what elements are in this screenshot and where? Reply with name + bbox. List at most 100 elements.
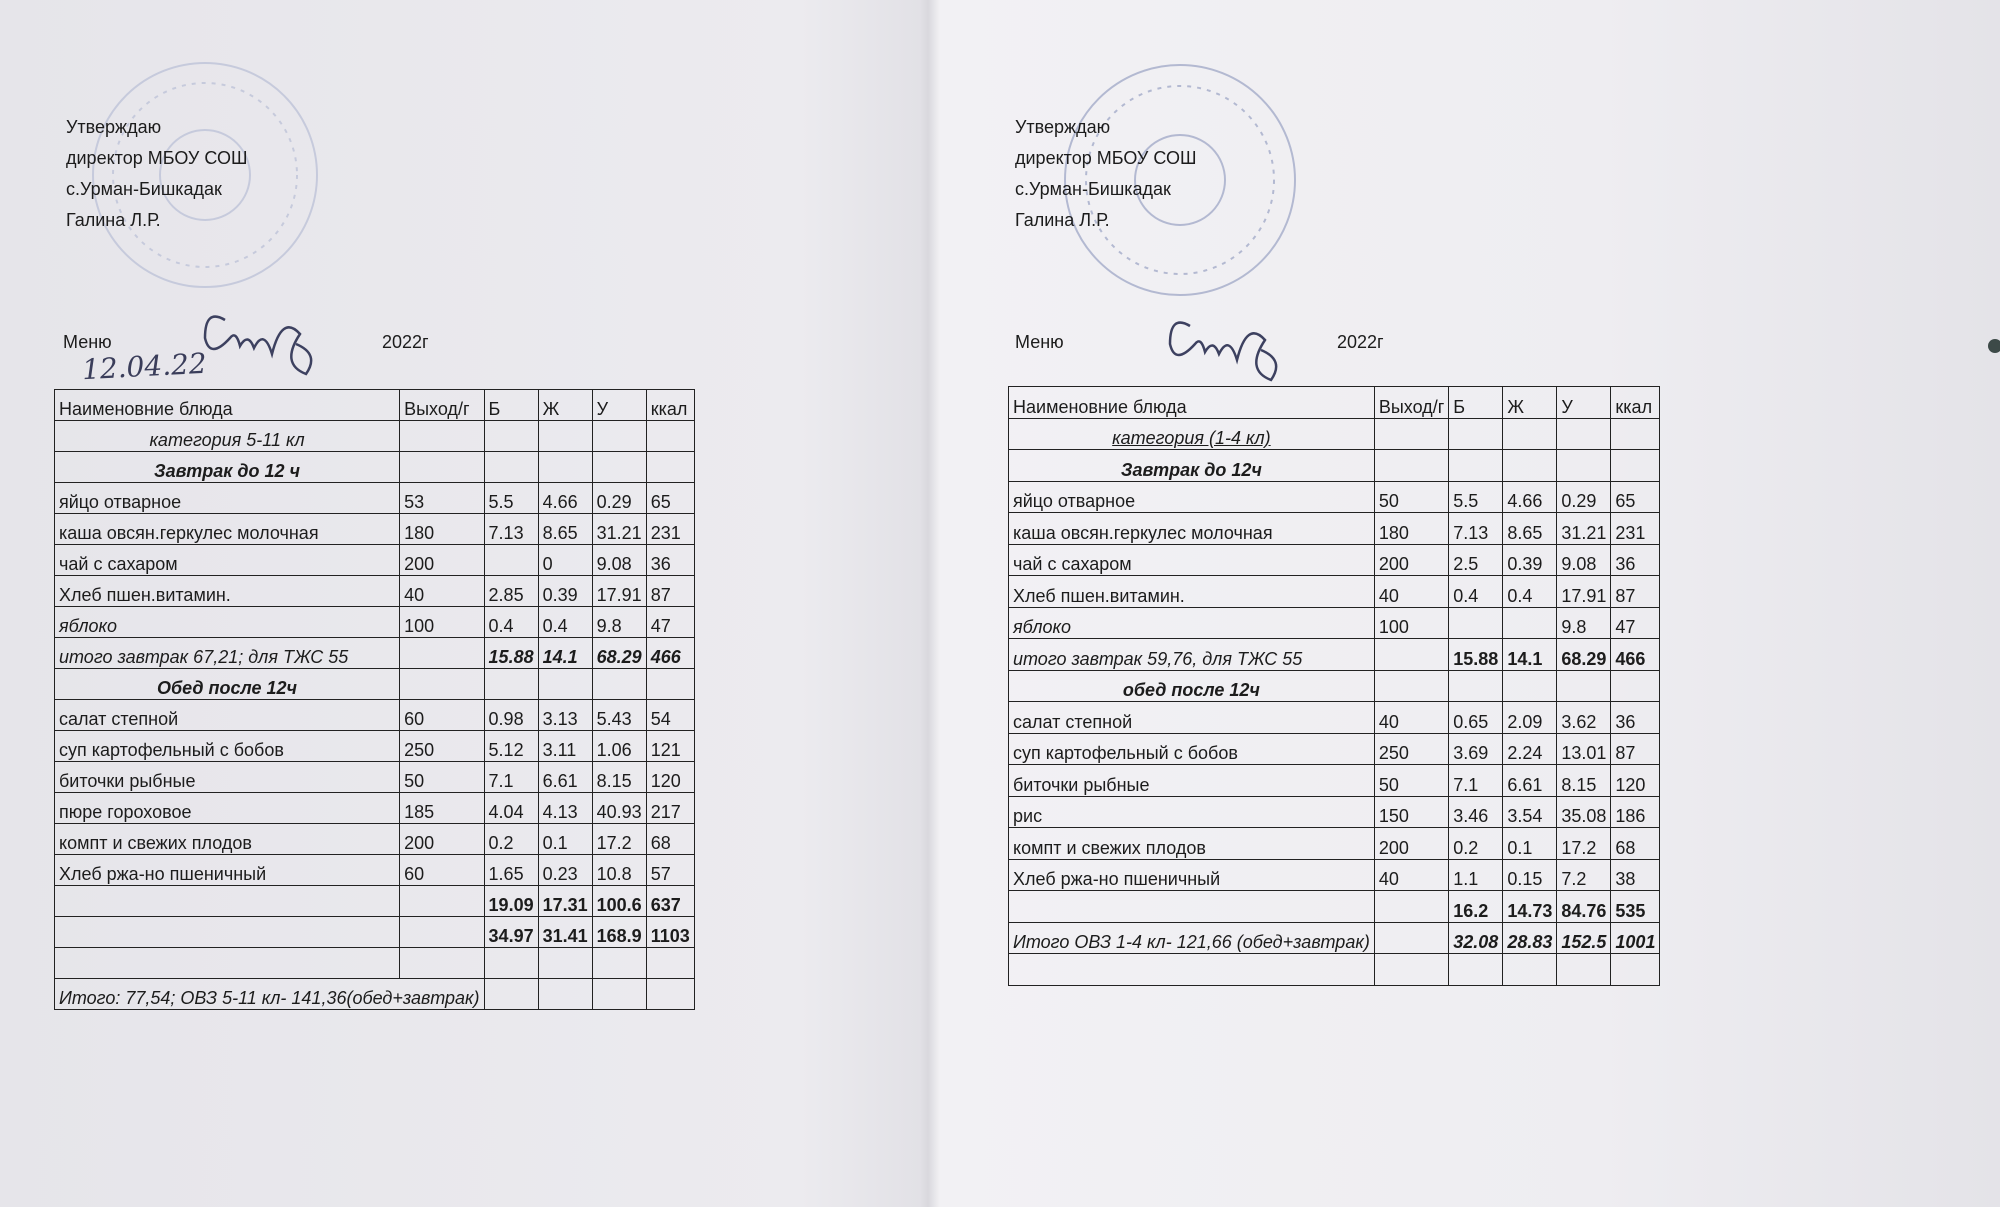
value-cell: 7.1 — [1448, 764, 1504, 797]
value-cell: 0.15 — [1502, 858, 1558, 891]
dish-cell: рис — [1008, 795, 1375, 828]
dish-cell: Итого: 77,54; ОВЗ 5-11 кл- 141,36(обед+з… — [54, 978, 485, 1010]
value-cell — [1610, 417, 1661, 450]
header-cell: Ж — [1502, 386, 1558, 419]
table-row: категория (1-4 кл) — [1008, 417, 1661, 450]
value-cell: 200 — [1373, 543, 1450, 576]
value-cell — [1373, 449, 1450, 482]
value-cell — [1448, 417, 1504, 450]
value-cell — [645, 451, 695, 483]
value-cell — [591, 668, 647, 700]
approval-line: Утверждаю — [1015, 117, 1111, 137]
table-row: каша овсян.геркулес молочная 180 7.13 8.65 3… — [1008, 512, 1661, 545]
dish-cell: яблоко — [53, 606, 401, 638]
value-cell: 200 — [399, 823, 485, 855]
value-cell: 180 — [1373, 512, 1450, 545]
value-cell: 180 — [399, 513, 485, 545]
value-cell: 5.12 — [483, 730, 539, 762]
value-cell: 1.06 — [591, 730, 647, 762]
value-cell: 68.29 — [1556, 638, 1612, 671]
value-cell — [1502, 417, 1558, 450]
value-cell — [537, 420, 593, 452]
value-cell: 8.15 — [591, 761, 647, 793]
value-cell — [1373, 953, 1450, 986]
value-cell — [1502, 953, 1558, 986]
value-cell: 60 — [399, 699, 485, 731]
approval: Утверждаю директор МБОУ СОШ с.Урман-Бишкад… — [1015, 112, 1196, 236]
value-cell: 0.1 — [537, 823, 593, 855]
value-cell: 50 — [399, 761, 485, 793]
value-cell: 1.65 — [483, 854, 539, 886]
table-row: итого завтрак 67,21; для ТЖС 55 15.88 14.1… — [53, 637, 695, 669]
value-cell — [1610, 669, 1661, 702]
dish-cell: яйцо отварное — [1008, 480, 1375, 513]
value-cell: 17.91 — [1556, 575, 1612, 608]
value-cell: 0.4 — [483, 606, 539, 638]
value-cell — [483, 420, 539, 452]
value-cell: 47 — [645, 606, 695, 638]
value-cell: 8.15 — [1556, 764, 1612, 797]
dish-cell: компт и свежих плодов — [1008, 827, 1375, 860]
menu-label: Меню — [1015, 332, 1064, 352]
value-cell: 150 — [1373, 795, 1450, 828]
value-cell — [483, 668, 539, 700]
value-cell — [1502, 669, 1558, 702]
value-cell — [1373, 417, 1450, 450]
value-cell: 0.2 — [483, 823, 539, 855]
value-cell: 40 — [1373, 701, 1450, 734]
value-cell: 31.41 — [537, 916, 593, 948]
value-cell — [645, 420, 695, 452]
value-cell: 17.2 — [1556, 827, 1612, 860]
value-cell — [591, 420, 647, 452]
value-cell: 17.31 — [537, 885, 593, 917]
value-cell: 4.66 — [537, 482, 593, 514]
value-cell — [645, 947, 695, 979]
dish-cell: Хлеб пшен.витамин. — [53, 575, 401, 607]
value-cell — [1373, 638, 1450, 671]
value-cell: 3.46 — [1448, 795, 1504, 828]
dish-cell: биточки рыбные — [1008, 764, 1375, 797]
value-cell: 637 — [645, 885, 695, 917]
table-row: пюре гороховое 185 4.04 4.13 40.93 217 — [53, 792, 695, 824]
value-cell: 217 — [645, 792, 695, 824]
value-cell — [1556, 417, 1612, 450]
value-cell: 1.1 — [1448, 858, 1504, 891]
dish-cell: салат степной — [1008, 701, 1375, 734]
value-cell: 0.4 — [1448, 575, 1504, 608]
header-cell: Выход/г — [1373, 386, 1450, 419]
value-cell: 31.21 — [1556, 512, 1612, 545]
value-cell: 200 — [399, 544, 485, 576]
value-cell: 36 — [645, 544, 695, 576]
header-cell: Б — [1448, 386, 1504, 419]
value-cell: 7.13 — [1448, 512, 1504, 545]
value-cell: 466 — [645, 637, 695, 669]
value-cell: 120 — [645, 761, 695, 793]
dish-cell — [53, 947, 401, 979]
value-cell: 3.11 — [537, 730, 593, 762]
table-row: итого завтрак 59,76, для ТЖС 55 15.88 14.1… — [1008, 638, 1661, 671]
value-cell — [399, 947, 485, 979]
dish-cell: яйцо отварное — [53, 482, 401, 514]
value-cell: 87 — [645, 575, 695, 607]
dish-cell — [1008, 890, 1375, 923]
header-cell: Наименовние блюда — [1008, 386, 1375, 419]
value-cell: 87 — [1610, 575, 1661, 608]
value-cell: 8.65 — [537, 513, 593, 545]
value-cell — [1556, 669, 1612, 702]
value-cell: 5.5 — [1448, 480, 1504, 513]
value-cell: 47 — [1610, 606, 1661, 639]
table-row: 19.09 17.31 100.6 637 — [53, 885, 695, 917]
table-row: яблоко 100 0.4 0.4 9.8 47 — [53, 606, 695, 638]
dish-cell: Итого ОВЗ 1-4 кл- 121,66 (обед+завтрак) — [1008, 921, 1375, 954]
value-cell — [1610, 449, 1661, 482]
value-cell: 0.39 — [537, 575, 593, 607]
value-cell — [1373, 921, 1450, 954]
value-cell: 40 — [399, 575, 485, 607]
header-cell: У — [591, 389, 647, 421]
value-cell: 4.04 — [483, 792, 539, 824]
table-row: чай с сахаром 200 0 9.08 36 — [53, 544, 695, 576]
value-cell: 57 — [645, 854, 695, 886]
